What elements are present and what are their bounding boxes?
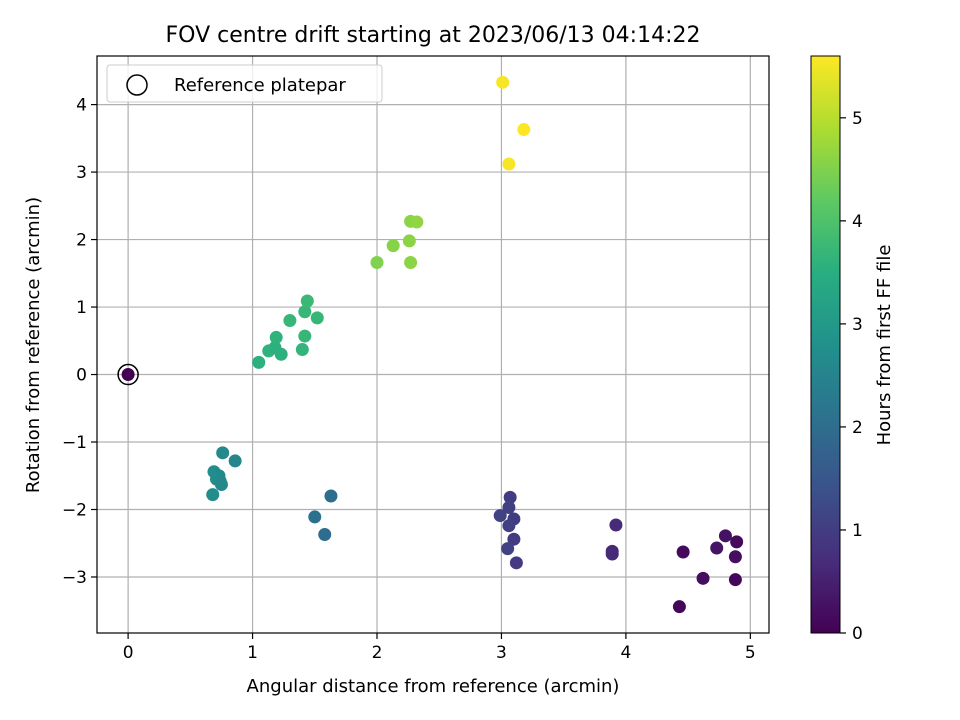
- data-point: [228, 454, 242, 468]
- data-point: [269, 330, 283, 344]
- data-point: [252, 355, 266, 369]
- y-tick-label: 0: [76, 366, 87, 386]
- x-tick-label: 5: [745, 643, 756, 663]
- y-tick-label: −2: [62, 501, 87, 521]
- data-point: [318, 527, 332, 541]
- data-point: [370, 256, 384, 270]
- data-point: [605, 547, 619, 561]
- colorbar-gradient: [810, 55, 841, 634]
- data-point: [509, 556, 523, 570]
- y-tick-label: 3: [76, 163, 87, 183]
- data-point: [404, 256, 418, 270]
- x-tick-label: 1: [247, 643, 258, 663]
- data-points: [117, 75, 744, 614]
- data-point: [676, 545, 690, 559]
- data-point: [696, 571, 710, 585]
- data-point: [502, 157, 516, 171]
- data-point: [308, 510, 322, 524]
- data-point: [283, 314, 297, 328]
- data-point: [501, 542, 515, 556]
- data-point: [300, 294, 314, 308]
- colorbar-label: Hours from first FF file: [874, 245, 895, 446]
- data-point: [216, 446, 230, 460]
- y-tick-label: −1: [62, 433, 87, 453]
- data-point: [730, 535, 744, 549]
- x-axis-label: Angular distance from reference (arcmin): [247, 676, 620, 697]
- colorbar-tick-label: 3: [852, 315, 863, 335]
- data-point: [274, 347, 288, 361]
- reference-point-marker: [117, 363, 139, 386]
- data-point: [728, 550, 742, 564]
- x-axis-ticks: 0 1 2 3 4 5: [123, 633, 756, 663]
- data-point: [718, 529, 732, 543]
- data-point: [298, 329, 312, 343]
- y-tick-label: 4: [76, 96, 87, 116]
- y-tick-label: 2: [76, 231, 87, 251]
- colorbar-tick-label: 0: [852, 624, 863, 644]
- data-point: [517, 123, 531, 137]
- data-point: [609, 518, 623, 532]
- colorbar-tick-label: 2: [852, 418, 863, 438]
- data-point: [728, 573, 742, 587]
- legend-marker: [126, 74, 148, 96]
- y-axis-label: Rotation from reference (arcmin): [23, 197, 44, 493]
- colorbar-tick-label: 5: [852, 109, 863, 129]
- x-tick-label: 2: [372, 643, 383, 663]
- data-point: [310, 311, 324, 325]
- data-point: [295, 343, 309, 357]
- legend-label: Reference platepar: [174, 75, 346, 96]
- legend: Reference platepar: [106, 64, 383, 103]
- data-point: [214, 478, 228, 492]
- y-tick-label: 1: [76, 298, 87, 318]
- data-point: [386, 239, 400, 253]
- data-point: [493, 509, 507, 523]
- x-tick-label: 0: [123, 643, 134, 663]
- legend-box: [106, 64, 383, 103]
- y-tick-label: −3: [62, 568, 87, 588]
- grid: [97, 56, 769, 633]
- data-point: [496, 75, 510, 89]
- data-point: [503, 490, 517, 504]
- data-point: [502, 519, 516, 533]
- data-point: [502, 500, 516, 514]
- data-point: [507, 532, 521, 546]
- data-point: [672, 600, 686, 614]
- data-point: [206, 488, 220, 502]
- x-tick-label: 4: [620, 643, 631, 663]
- colorbar-ticks: 0 1 2 3 4 5: [840, 109, 863, 644]
- data-point: [410, 215, 424, 229]
- data-point: [324, 489, 338, 503]
- data-point: [402, 234, 416, 248]
- data-point: [710, 541, 724, 555]
- colorbar-tick-label: 4: [852, 212, 863, 232]
- plot-area-frame: [96, 55, 770, 634]
- x-tick-label: 3: [496, 643, 507, 663]
- chart-title: FOV centre drift starting at 2023/06/13 …: [166, 23, 701, 48]
- data-point: [298, 305, 312, 319]
- data-point: [121, 368, 135, 382]
- colorbar: 0 1 2 3 4 5 Hours from first FF file: [810, 55, 895, 644]
- y-axis-ticks: −3 −2 −1 0 1 2 3 4: [62, 96, 97, 588]
- colorbar-tick-label: 1: [852, 521, 863, 541]
